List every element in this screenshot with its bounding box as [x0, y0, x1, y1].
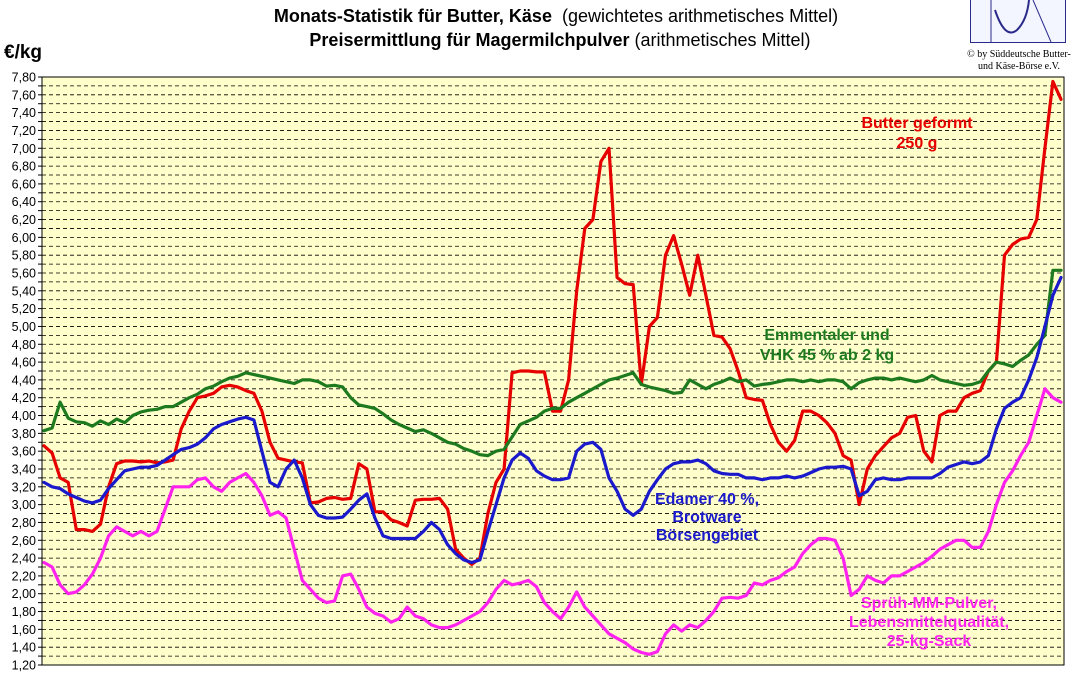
series-label-line: Börsengebiet	[656, 527, 759, 544]
series-label-line: 25-kg-Sack	[887, 633, 972, 650]
series-label-line: Butter geformt	[861, 115, 973, 132]
y-tick-label: 3,40	[12, 463, 36, 477]
copyright-line-1: © by Süddeutsche Butter-	[967, 49, 1071, 60]
y-tick-label: 2,60	[12, 534, 36, 548]
series-line-pulver	[42, 387, 1063, 656]
series-label-line: Lebensmittelqualität,	[849, 614, 1009, 631]
chart-title-line-2: Preisermittlung für Magermilchpulver (ar…	[309, 30, 811, 50]
y-tick-label: 6,20	[12, 213, 36, 227]
series-label-pulver: Sprüh-MM-Pulver, Lebensmittelqualität, 25-…	[849, 595, 1009, 650]
y-tick-label: 3,60	[12, 445, 36, 459]
y-tick-label: 7,40	[12, 106, 36, 120]
series-label-line: VHK 45 % ab 2 kg	[760, 347, 894, 364]
series-label-emmentaler: Emmentaler und VHK 45 % ab 2 kg	[760, 327, 894, 364]
y-tick-label: 5,20	[12, 302, 36, 316]
series-line-emmentaler	[42, 268, 1063, 458]
y-tick-label: 3,80	[12, 427, 36, 441]
y-tick-label: 7,20	[12, 124, 36, 138]
y-tick-label: 1,40	[12, 641, 36, 655]
series-label-line: Brotware	[672, 509, 741, 526]
series-lines	[42, 79, 1063, 656]
series-line-edamer	[42, 275, 1063, 565]
y-tick-label: 4,00	[12, 409, 36, 423]
series-label-butter: Butter geformt 250 g	[861, 115, 973, 152]
y-tick-label: 4,80	[12, 338, 36, 352]
y-tick-label: 3,00	[12, 498, 36, 512]
y-tick-label: 1,80	[12, 605, 36, 619]
series-label-line: 250 g	[897, 135, 938, 152]
y-tick-label: 7,80	[12, 71, 36, 85]
copyright-line-2: und Käse-Börse e.V.	[977, 61, 1061, 72]
chart-title-line-1: Monats-Statistik für Butter, Käse (gewic…	[273, 6, 839, 26]
y-tick-label: 1,60	[12, 623, 36, 637]
series-label-line: Emmentaler und	[764, 327, 889, 344]
y-tick-label: 7,00	[12, 142, 36, 156]
gridlines	[42, 85, 1064, 657]
y-tick-label: 5,60	[12, 267, 36, 281]
y-tick-label: 5,00	[12, 320, 36, 334]
y-axis-unit-label: €/kg	[4, 42, 43, 63]
y-tick-label: 4,40	[12, 373, 36, 387]
y-tick-label: 4,20	[12, 391, 36, 405]
y-tick-label: 3,20	[12, 480, 36, 494]
series-line-butter	[42, 79, 1063, 566]
y-axis-ticks: 1,20 1,40 1,60 1,80 2,00 2,20 2,40 2,60 2,80 3,00…	[12, 71, 42, 673]
y-tick-label: 2,80	[12, 516, 36, 530]
y-tick-label: 1,20	[12, 659, 36, 673]
y-tick-label: 2,00	[12, 587, 36, 601]
y-tick-label: 5,40	[12, 284, 36, 298]
copyright-note: © by Süddeutsche Butter- und Käse-Börse …	[958, 49, 1080, 73]
series-label-line: Edamer 40 %,	[655, 491, 759, 508]
y-tick-label: 6,80	[12, 160, 36, 174]
logo-curve-icon	[990, 0, 1052, 42]
y-tick-label: 6,40	[12, 195, 36, 209]
boerse-logo	[970, 0, 1066, 43]
y-tick-label: 4,60	[12, 356, 36, 370]
y-tick-label: 6,00	[12, 231, 36, 245]
series-labels: Butter geformt 250 g Emmentaler und VHK 45 …	[655, 115, 1009, 650]
y-tick-label: 6,60	[12, 177, 36, 191]
y-tick-label: 7,60	[12, 88, 36, 102]
y-tick-label: 5,80	[12, 249, 36, 263]
series-label-line: Sprüh-MM-Pulver,	[861, 595, 997, 612]
y-tick-label: 2,20	[12, 569, 36, 583]
y-tick-label: 2,40	[12, 552, 36, 566]
